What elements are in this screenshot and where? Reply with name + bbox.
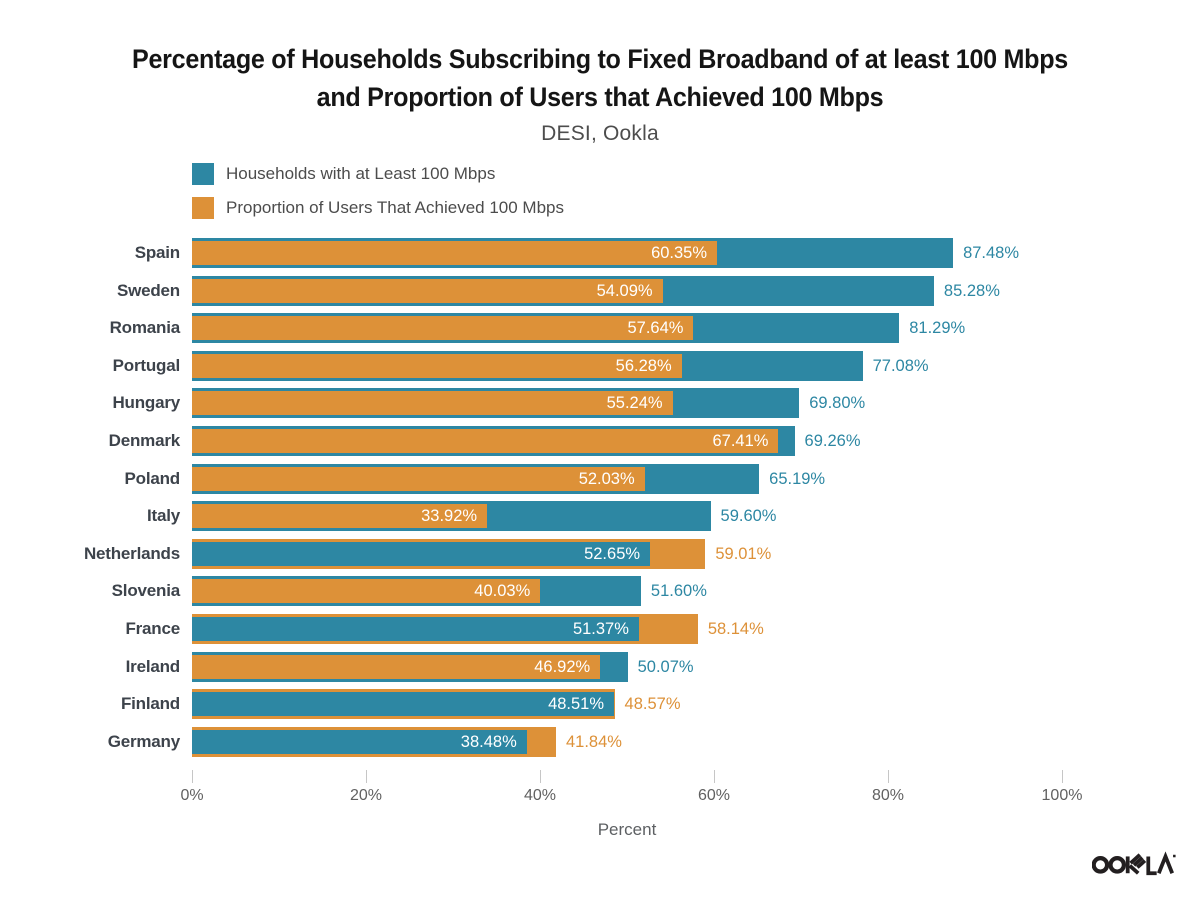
value-label-outside: 59.01% bbox=[715, 544, 772, 563]
ookla-logo bbox=[1091, 845, 1176, 883]
bar-proportion bbox=[192, 466, 645, 491]
value-label-inside: 40.03% bbox=[474, 582, 531, 601]
value-label-outside: 59.60% bbox=[720, 507, 777, 526]
category-label: France bbox=[125, 619, 180, 638]
value-label-outside: 87.48% bbox=[963, 244, 1020, 262]
value-label-outside: 41.84% bbox=[566, 732, 622, 751]
x-axis-title: Percent bbox=[597, 820, 657, 839]
value-label-outside: 69.80% bbox=[809, 394, 866, 413]
value-label-outside: 48.57% bbox=[624, 695, 681, 714]
bar-row: 46.92% 50.07% bbox=[192, 651, 1062, 682]
bar-proportion bbox=[192, 391, 673, 416]
value-label-inside: 52.03% bbox=[578, 469, 635, 488]
bar-row: 54.09% 85.28% bbox=[192, 275, 1062, 306]
ookla-logo-graphic bbox=[1091, 851, 1176, 876]
x-axis: 0% 20% 40% 60% 80% 100% bbox=[180, 770, 1082, 830]
chart-title-line1: Percentage of Households Subscribing to … bbox=[132, 44, 1068, 74]
tick-mark bbox=[887, 770, 889, 783]
value-label-inside: 52.65% bbox=[584, 544, 641, 563]
value-label-inside: 57.64% bbox=[627, 319, 684, 338]
value-label-outside: 77.08% bbox=[872, 356, 929, 375]
bar-proportion bbox=[192, 278, 663, 303]
tick-mark bbox=[365, 770, 367, 783]
bar-proportion bbox=[192, 579, 541, 604]
legend-item-proportion: Proportion of Users That Achieved 100 Mb… bbox=[192, 197, 564, 219]
bar-row: 55.24% 69.80% bbox=[192, 388, 1062, 419]
value-label-outside: 69.26% bbox=[804, 432, 861, 450]
bar-proportion bbox=[192, 654, 601, 679]
category-label: Ireland bbox=[125, 656, 181, 676]
bar-households bbox=[192, 617, 639, 641]
bar-row: 57.64% 81.29% bbox=[192, 313, 1062, 344]
legend-label-proportion: Proportion of Users That Achieved 100 Mb… bbox=[226, 198, 564, 217]
tick-mark bbox=[1061, 770, 1063, 783]
bar-row: 56.28% 77.08% bbox=[192, 350, 1062, 381]
bar-row: 67.41% 69.26% bbox=[192, 426, 1062, 456]
category-label: Poland bbox=[124, 468, 181, 488]
chart-title-line2: and Proportion of Users that Achieved 10… bbox=[316, 82, 884, 112]
bar-proportion bbox=[192, 504, 488, 529]
bar-row: 38.48% 41.84% bbox=[192, 726, 1062, 757]
tick-mark bbox=[539, 770, 541, 783]
value-label-outside: 50.07% bbox=[637, 657, 694, 676]
category-label: Hungary bbox=[112, 393, 180, 413]
category-label: Netherlands bbox=[83, 543, 180, 563]
chart-subtitle: DESI, Ookla bbox=[541, 122, 659, 145]
bar-row: 33.92% 59.60% bbox=[192, 501, 1062, 532]
legend: Households with at Least 100 Mbps Propor… bbox=[192, 163, 564, 231]
value-label-outside: 58.14% bbox=[707, 620, 764, 638]
legend-swatch-teal bbox=[192, 163, 214, 185]
value-label-inside: 56.28% bbox=[615, 356, 672, 375]
bar-row: 52.65% 59.01% bbox=[192, 538, 1062, 569]
legend-item-households: Households with at Least 100 Mbps bbox=[192, 163, 564, 185]
tick-label: 0% bbox=[180, 787, 204, 804]
bar-row: 48.51% 48.57% bbox=[192, 689, 1062, 720]
bar-proportion bbox=[192, 429, 779, 453]
bar-row: 40.03% 51.60% bbox=[192, 576, 1062, 607]
value-label-inside: 55.24% bbox=[606, 394, 663, 413]
tick-mark bbox=[713, 770, 715, 783]
value-label-inside: 67.41% bbox=[712, 432, 769, 450]
value-label-outside: 81.29% bbox=[909, 319, 966, 338]
bar-proportion bbox=[192, 316, 694, 341]
tick-mark bbox=[191, 770, 193, 783]
value-label-inside: 51.37% bbox=[572, 620, 629, 638]
value-label-inside: 33.92% bbox=[421, 507, 478, 526]
value-label-inside: 38.48% bbox=[460, 732, 517, 751]
category-label: Romania bbox=[109, 318, 181, 338]
category-label: Portugal bbox=[112, 355, 181, 375]
tick-label: 60% bbox=[697, 787, 731, 804]
tick-label: 40% bbox=[523, 787, 557, 804]
category-label: Finland bbox=[120, 694, 180, 714]
value-label-outside: 51.60% bbox=[650, 582, 707, 601]
tick-label: 20% bbox=[349, 787, 383, 804]
category-label: Germany bbox=[107, 731, 181, 751]
tick-label: 100% bbox=[1041, 787, 1083, 804]
bar-households bbox=[192, 729, 527, 754]
value-label-inside: 54.09% bbox=[596, 281, 653, 300]
value-label-outside: 85.28% bbox=[943, 281, 1000, 300]
bar-proportion bbox=[192, 241, 718, 265]
bar-households bbox=[192, 541, 651, 566]
bar-households bbox=[192, 692, 615, 717]
value-label-inside: 60.35% bbox=[651, 244, 708, 262]
category-label: Slovenia bbox=[111, 581, 181, 601]
bar-row: 52.03% 65.19% bbox=[192, 463, 1062, 494]
legend-swatch-orange bbox=[192, 197, 214, 219]
category-label: Denmark bbox=[108, 431, 181, 450]
bar-row: 51.37% 58.14% bbox=[192, 614, 1062, 644]
value-label-outside: 65.19% bbox=[769, 469, 826, 488]
value-label-inside: 48.51% bbox=[548, 695, 605, 714]
legend-label-households: Households with at Least 100 Mbps bbox=[226, 164, 496, 183]
title-block: Percentage of Households Subscribing to … bbox=[0, 40, 1200, 146]
category-label: Spain bbox=[134, 243, 180, 262]
value-label-inside: 46.92% bbox=[534, 657, 591, 676]
plot-area: 60.35% 87.48% 54.09% 85.28% 57.64% 81.29% 56.2… bbox=[192, 238, 1062, 758]
bar-proportion bbox=[192, 353, 682, 378]
tick-label: 80% bbox=[871, 787, 905, 804]
bar-row: 60.35% 87.48% bbox=[192, 238, 1062, 268]
category-label: Italy bbox=[146, 506, 180, 526]
category-label: Sweden bbox=[116, 280, 180, 300]
